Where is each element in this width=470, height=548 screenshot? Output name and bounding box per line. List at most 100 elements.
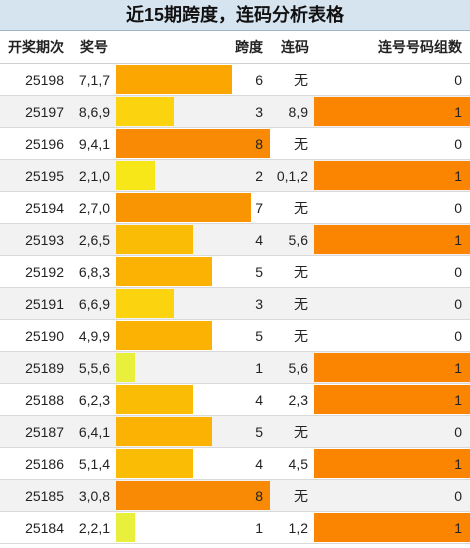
header-consecutive: 连码 <box>281 39 309 55</box>
span-bar <box>116 97 174 126</box>
row-number: 3,0,8 <box>78 487 110 504</box>
row-date: 25189 <box>25 359 64 376</box>
row-number: 6,6,9 <box>78 295 110 312</box>
row-span: 7 <box>255 199 263 216</box>
row-consecutive-groups: 1 <box>454 359 462 376</box>
groups-cell: 1 <box>314 384 470 415</box>
row-number: 7,1,7 <box>78 71 110 88</box>
row-consecutive: 无 <box>294 263 308 280</box>
span-bar <box>116 513 135 542</box>
groups-cell: 0 <box>314 256 470 287</box>
row-consecutive-groups: 0 <box>454 327 462 344</box>
row-span: 3 <box>255 103 263 120</box>
groups-cell: 1 <box>314 96 470 127</box>
row-number: 9,4,1 <box>78 135 110 152</box>
groups-cell: 0 <box>314 288 470 319</box>
header-span: 跨度 <box>235 39 263 55</box>
row-consecutive-groups: 0 <box>454 295 462 312</box>
row-span: 8 <box>255 135 263 152</box>
span-bar-cell <box>116 96 270 127</box>
span-bar-cell <box>116 256 270 287</box>
row-date: 25185 <box>25 487 64 504</box>
span-bar-cell <box>116 128 270 159</box>
span-bar <box>116 385 193 414</box>
row-consecutive: 4,5 <box>288 455 308 472</box>
row-consecutive-groups: 1 <box>454 519 462 536</box>
span-bar-cell <box>116 320 270 351</box>
row-consecutive-groups: 0 <box>454 423 462 440</box>
row-consecutive: 8,9 <box>288 103 308 120</box>
groups-cell: 1 <box>314 352 470 383</box>
span-bar-cell <box>116 512 270 543</box>
row-date: 25186 <box>25 455 64 472</box>
span-bar <box>116 225 193 254</box>
row-consecutive: 无 <box>294 71 308 88</box>
groups-cell: 0 <box>314 416 470 447</box>
row-number: 5,1,4 <box>78 455 110 472</box>
row-date: 25188 <box>25 391 64 408</box>
row-date: 25187 <box>25 423 64 440</box>
span-bar <box>116 353 135 382</box>
table-row: 25196 9,4,1 8 无 0 <box>0 128 470 160</box>
groups-cell: 1 <box>314 160 470 191</box>
table-row: 25194 2,7,0 7 无 0 <box>0 192 470 224</box>
row-consecutive-groups: 1 <box>454 167 462 184</box>
row-span: 5 <box>255 327 263 344</box>
row-consecutive: 无 <box>294 199 308 216</box>
row-consecutive: 5,6 <box>288 359 308 376</box>
row-consecutive: 无 <box>294 327 308 344</box>
groups-cell: 1 <box>314 448 470 479</box>
row-consecutive: 无 <box>294 423 308 440</box>
span-bar <box>116 65 232 94</box>
row-consecutive: 0,1,2 <box>276 167 308 184</box>
row-span: 4 <box>255 455 263 472</box>
span-bar <box>116 449 193 478</box>
row-consecutive: 2,3 <box>288 391 308 408</box>
row-span: 6 <box>255 71 263 88</box>
table-row: 25193 2,6,5 4 5,6 1 <box>0 224 470 256</box>
row-date: 25191 <box>25 295 64 312</box>
groups-cell: 1 <box>314 512 470 543</box>
groups-cell: 0 <box>314 480 470 511</box>
table-row: 25192 6,8,3 5 无 0 <box>0 256 470 288</box>
span-bar-cell <box>116 416 270 447</box>
row-date: 25184 <box>25 519 64 536</box>
groups-highlight <box>314 161 470 190</box>
groups-highlight <box>314 97 470 126</box>
table-row: 25186 5,1,4 4 4,5 1 <box>0 448 470 480</box>
row-consecutive: 5,6 <box>288 231 308 248</box>
table-row: 25184 2,2,1 1 1,2 1 <box>0 512 470 544</box>
header-date: 开奖期次 <box>8 39 64 55</box>
span-bar <box>116 417 212 446</box>
table-header: 开奖期次 奖号 跨度 连码 连号号码组数 <box>0 31 470 64</box>
table-row: 25187 6,4,1 5 无 0 <box>0 416 470 448</box>
row-consecutive-groups: 0 <box>454 71 462 88</box>
span-bar <box>116 289 174 318</box>
table-row: 25185 3,0,8 8 无 0 <box>0 480 470 512</box>
span-bar-cell <box>116 384 270 415</box>
groups-cell: 0 <box>314 64 470 95</box>
row-number: 5,5,6 <box>78 359 110 376</box>
span-bar-cell <box>116 448 270 479</box>
table-row: 25197 8,6,9 3 8,9 1 <box>0 96 470 128</box>
row-span: 4 <box>255 231 263 248</box>
groups-highlight <box>314 385 470 414</box>
groups-cell: 0 <box>314 320 470 351</box>
header-number: 奖号 <box>80 39 108 55</box>
row-consecutive-groups: 0 <box>454 135 462 152</box>
table-row: 25198 7,1,7 6 无 0 <box>0 64 470 96</box>
table-row: 25195 2,1,0 2 0,1,2 1 <box>0 160 470 192</box>
groups-highlight <box>314 513 470 542</box>
row-consecutive-groups: 0 <box>454 263 462 280</box>
row-consecutive-groups: 1 <box>454 103 462 120</box>
row-span: 1 <box>255 359 263 376</box>
row-date: 25196 <box>25 135 64 152</box>
row-number: 2,7,0 <box>78 199 110 216</box>
row-consecutive: 无 <box>294 487 308 504</box>
row-number: 8,6,9 <box>78 103 110 120</box>
groups-cell: 1 <box>314 224 470 255</box>
row-date: 25197 <box>25 103 64 120</box>
row-number: 2,1,0 <box>78 167 110 184</box>
row-span: 5 <box>255 263 263 280</box>
